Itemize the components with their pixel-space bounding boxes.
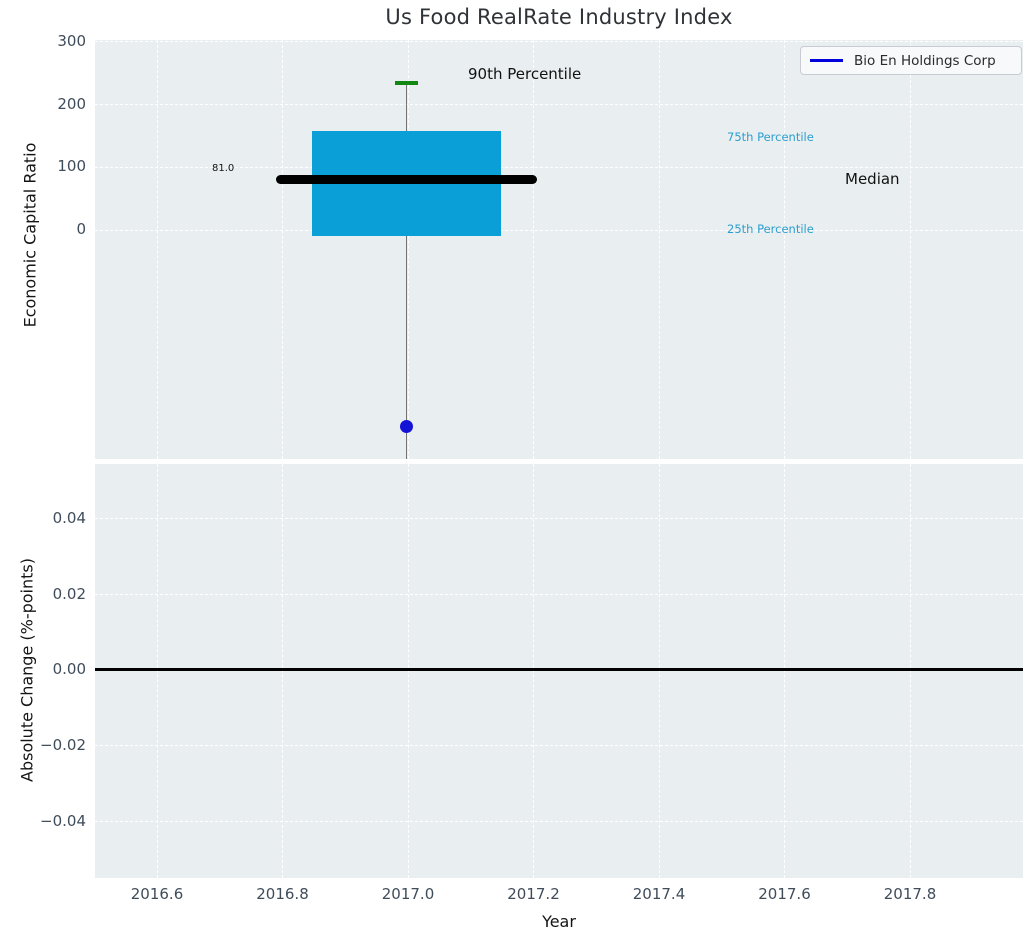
gridline — [658, 40, 660, 459]
x-tick-label: 2017.6 — [758, 885, 811, 903]
box-median-line — [276, 174, 537, 184]
x-tick-label: 2017.4 — [632, 885, 686, 903]
gridline — [156, 40, 158, 459]
gridline — [282, 40, 283, 459]
y-tick-label: 0.00 — [52, 660, 86, 678]
gridline — [909, 464, 911, 878]
x-tick-label: 2016.6 — [130, 885, 184, 903]
bottom-plot-area — [95, 464, 1023, 878]
zero-reference-line — [95, 668, 1023, 671]
gridline — [95, 518, 1023, 519]
gridline — [533, 40, 534, 459]
legend-line-swatch — [810, 59, 843, 62]
chart-title: Us Food RealRate Industry Index — [385, 5, 733, 29]
legend: Bio En Holdings Corp — [800, 46, 1022, 75]
y-tick-label: 200 — [57, 95, 86, 113]
top-y-axis-label: Economic Capital Ratio — [20, 142, 40, 328]
gridline — [95, 103, 1023, 105]
gridline — [95, 229, 1023, 231]
y-tick-label: 300 — [57, 32, 86, 50]
gridline — [95, 166, 1023, 168]
gridline — [909, 40, 911, 459]
gridline — [407, 40, 409, 459]
annotation-median: Median — [845, 170, 900, 188]
box-90th-percentile-cap — [395, 81, 418, 85]
annotation-75th-percentile: 75th Percentile — [727, 130, 814, 144]
x-tick-label: 2017.2 — [507, 885, 560, 903]
box-interquartile — [312, 131, 501, 236]
gridline — [407, 464, 409, 878]
gridline — [95, 821, 1023, 822]
x-axis-label: Year — [542, 912, 576, 931]
bottom-y-axis-label: Absolute Change (%-points) — [17, 558, 37, 782]
gridline — [95, 594, 1023, 595]
box-whisker-line — [405, 82, 407, 459]
legend-label: Bio En Holdings Corp — [854, 52, 996, 69]
y-tick-label: 0.02 — [52, 585, 86, 603]
top-plot-area — [95, 40, 1023, 459]
gridline — [784, 464, 785, 878]
gridline — [533, 464, 534, 878]
gridline — [95, 745, 1023, 746]
y-tick-label: 0 — [76, 220, 86, 238]
x-tick-label: 2016.8 — [256, 885, 309, 903]
annotation-median-value: 81.0 — [212, 163, 235, 174]
gridline — [282, 464, 283, 878]
gridline — [156, 464, 158, 878]
gridline — [95, 41, 1023, 42]
x-tick-label: 2017.8 — [883, 885, 937, 903]
annotation-25th-percentile: 25th Percentile — [727, 222, 814, 236]
company-data-point — [400, 420, 413, 433]
y-tick-label: 100 — [57, 157, 86, 175]
y-tick-label: −0.04 — [40, 812, 86, 830]
annotation-90th-percentile: 90th Percentile — [468, 65, 582, 83]
gridline — [658, 464, 660, 878]
y-tick-label: 0.04 — [52, 509, 86, 527]
gridline — [784, 40, 785, 459]
y-tick-label: −0.02 — [40, 736, 86, 754]
x-tick-label: 2017.0 — [381, 885, 435, 903]
